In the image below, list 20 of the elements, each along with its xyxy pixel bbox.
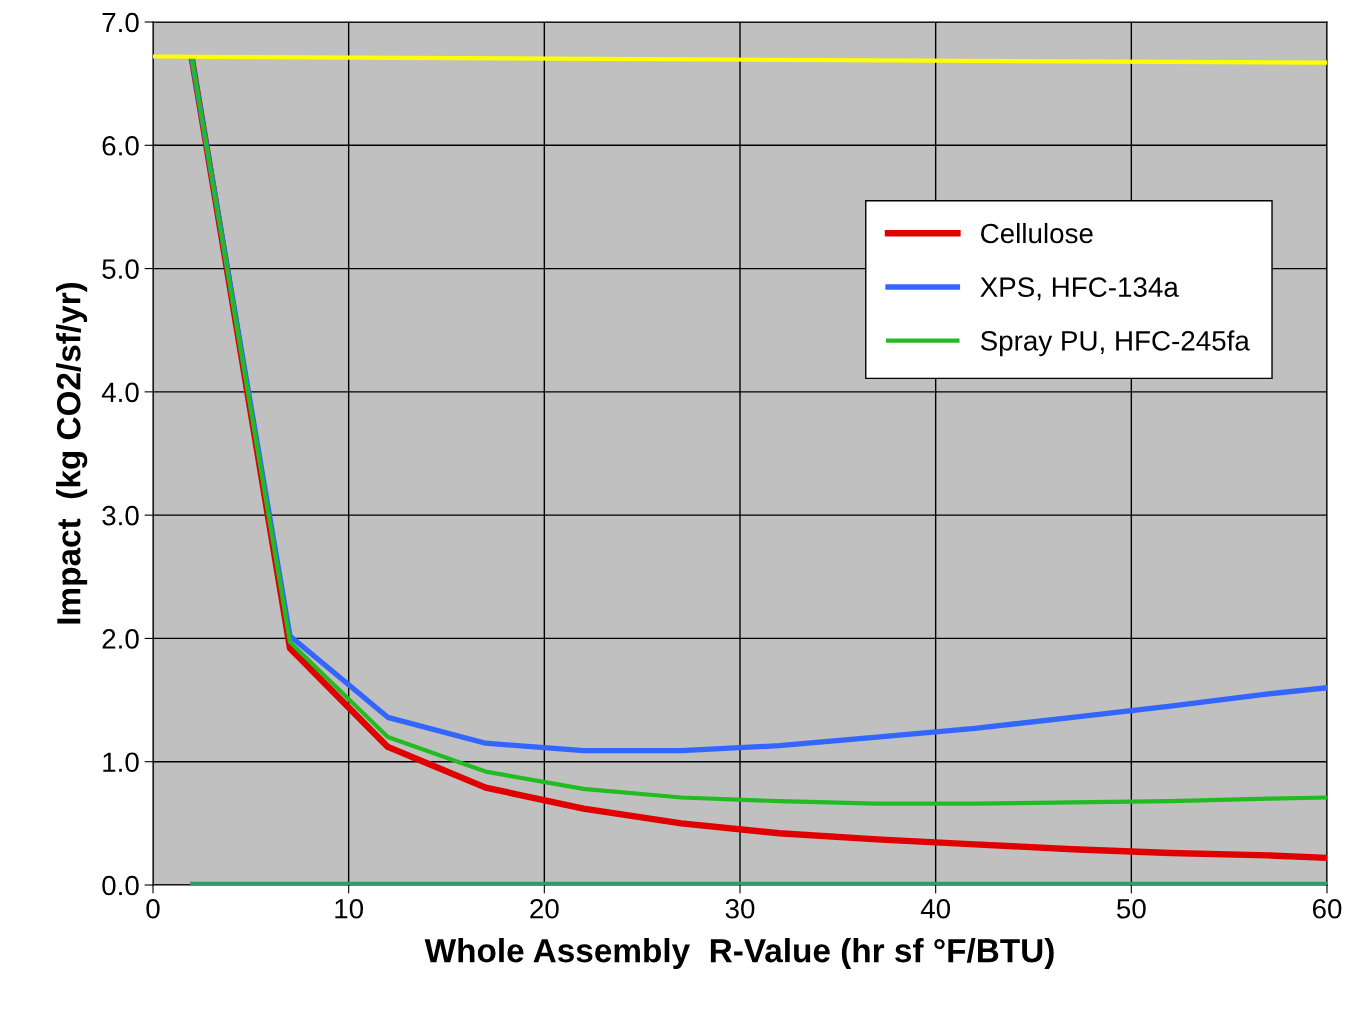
- x-axis-title: Whole Assembly R-Value (hr sf °F/BTU): [424, 937, 1054, 970]
- legend-label: Spray PU, HFC-245fa: [980, 330, 1250, 357]
- x-tick-label: 40: [920, 898, 951, 919]
- x-tick-label: 30: [725, 898, 755, 919]
- y-tick-label: 4.0: [101, 382, 139, 403]
- y-tick-label: 0.0: [102, 875, 139, 896]
- legend-label: Cellulose: [981, 222, 1093, 244]
- y-tick-label: 2.0: [102, 629, 139, 649]
- y-tick-label: 7.0: [102, 12, 139, 33]
- y-axis-title: Impact (kg CO2/sf/yr): [56, 282, 88, 624]
- y-tick-label: 5.0: [102, 259, 139, 279]
- y-tick-label: 3.0: [102, 505, 139, 526]
- x-tick-label: 60: [1312, 898, 1342, 919]
- y-tick-label: 6.0: [102, 135, 139, 156]
- y-tick-label: 1.0: [103, 752, 139, 773]
- x-tick-label: 0: [146, 898, 160, 919]
- x-tick-label: 10: [335, 898, 364, 919]
- legend-label: XPS, HFC-134a: [980, 277, 1179, 301]
- x-tick-label: 20: [530, 898, 559, 919]
- x-tick-label: 50: [1117, 898, 1146, 919]
